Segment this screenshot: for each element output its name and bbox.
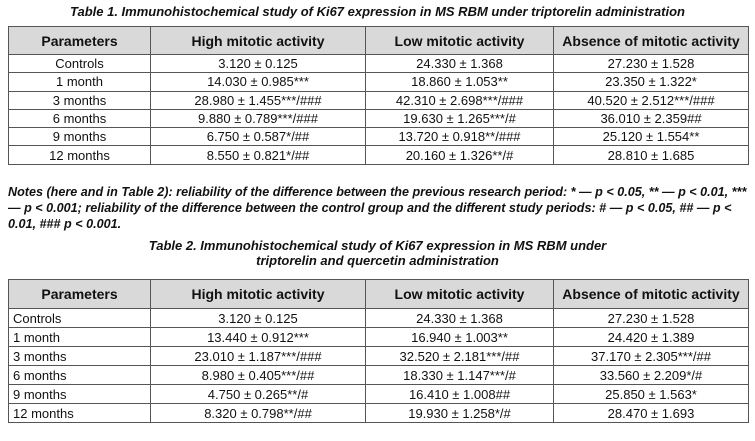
header-cell: Parameters <box>8 26 151 55</box>
table-cell: 25.120 ± 1.554** <box>553 127 749 147</box>
table-cell: 14.030 ± 0.985*** <box>150 72 366 92</box>
header-cell: Low mitotic activity <box>365 26 554 55</box>
table-row: 12 months 8.550 ± 0.821*/## 20.160 ± 1.326… <box>8 145 749 165</box>
table-cell: 24.420 ± 1.389 <box>553 327 749 347</box>
table-cell: 20.160 ± 1.326**/# <box>365 145 554 165</box>
header-row: Parameters High mitotic activity Low mitot… <box>8 279 749 309</box>
table-row: Controls 3.120 ± 0.125 24.330 ± 1.368 27.23… <box>8 53 749 74</box>
table-cell: 19.930 ± 1.258*/# <box>365 403 554 423</box>
table-row: 3 months 23.010 ± 1.187***/### 32.520 ± 2.… <box>8 346 749 366</box>
header-cell: Parameters <box>8 279 151 309</box>
table-cell: 18.860 ± 1.053** <box>365 72 554 92</box>
table-cell: 8.980 ± 0.405***/## <box>150 365 366 385</box>
table-cell: 24.330 ± 1.368 <box>365 53 554 74</box>
table-title: Table 1. Immunohistochemical study of Ki… <box>70 4 685 19</box>
table-row: Controls 3.120 ± 0.125 24.330 ± 1.368 27.23… <box>8 308 749 328</box>
table: Parameters High mitotic activity Low mitot… <box>8 26 749 165</box>
row-label: 6 months <box>8 365 151 385</box>
notes: Notes (here and in Table 2): reliability… <box>8 185 747 231</box>
table-cell: 3.120 ± 0.125 <box>150 308 366 328</box>
table-row: 3 months 28.980 ± 1.455***/### 42.310 ± 2.… <box>8 90 749 110</box>
row-label: Controls <box>8 308 151 328</box>
row-label: 1 month <box>8 72 151 92</box>
table-row: 1 month 14.030 ± 0.985*** 18.860 ± 1.053**… <box>8 72 749 92</box>
table-cell: 27.230 ± 1.528 <box>553 53 749 74</box>
header-cell: High mitotic activity <box>150 279 366 309</box>
header-cell: Low mitotic activity <box>365 279 554 309</box>
table-cell: 42.310 ± 2.698***/### <box>365 90 554 110</box>
table-cell: 13.720 ± 0.918**/### <box>365 127 554 147</box>
table-cell: 13.440 ± 0.912*** <box>150 327 366 347</box>
table-cell: 3.120 ± 0.125 <box>150 53 366 74</box>
table-cell: 27.230 ± 1.528 <box>553 308 749 328</box>
header-cell: Absence of mitotic activity <box>553 279 749 309</box>
table-cell: 36.010 ± 2.359## <box>553 108 749 129</box>
table-cell: 16.410 ± 1.008## <box>365 384 554 404</box>
table-cell: 37.170 ± 2.305***/## <box>553 346 749 366</box>
row-label: 3 months <box>8 346 151 366</box>
table-cell: 4.750 ± 0.265**/# <box>150 384 366 404</box>
table-row: 6 months 9.880 ± 0.789***/### 19.630 ± 1.2… <box>8 108 749 129</box>
table-row: 6 months 8.980 ± 0.405***/## 18.330 ± 1.14… <box>8 365 749 385</box>
header-cell: High mitotic activity <box>150 26 366 55</box>
table-cell: 40.520 ± 2.512***/### <box>553 90 749 110</box>
table-row: 9 months 6.750 ± 0.587*/## 13.720 ± 0.918*… <box>8 127 749 147</box>
table-cell: 8.320 ± 0.798**/## <box>150 403 366 423</box>
table-cell: 6.750 ± 0.587*/## <box>150 127 366 147</box>
header-row: Parameters High mitotic activity Low mitot… <box>8 26 749 55</box>
row-label: Controls <box>8 53 151 74</box>
row-label: 3 months <box>8 90 151 110</box>
row-label: 6 months <box>8 108 151 129</box>
table-cell: 28.470 ± 1.693 <box>553 403 749 423</box>
row-label: 12 months <box>8 145 151 165</box>
table-cell: 16.940 ± 1.003** <box>365 327 554 347</box>
table-title: Table 2. Immunohistochemical study of Ki… <box>148 238 607 268</box>
table-cell: 28.980 ± 1.455***/### <box>150 90 366 110</box>
row-label: 9 months <box>8 127 151 147</box>
table-cell: 9.880 ± 0.789***/### <box>150 108 366 129</box>
row-label: 9 months <box>8 384 151 404</box>
table-row: 1 month 13.440 ± 0.912*** 16.940 ± 1.003**… <box>8 327 749 347</box>
table-cell: 19.630 ± 1.265***/# <box>365 108 554 129</box>
table-cell: 18.330 ± 1.147***/# <box>365 365 554 385</box>
table-cell: 33.560 ± 2.209*/# <box>553 365 749 385</box>
row-label: 12 months <box>8 403 151 423</box>
table-cell: 8.550 ± 0.821*/## <box>150 145 366 165</box>
table-cell: 32.520 ± 2.181***/## <box>365 346 554 366</box>
table-cell: 23.010 ± 1.187***/### <box>150 346 366 366</box>
table-cell: 25.850 ± 1.563* <box>553 384 749 404</box>
table-cell: 28.810 ± 1.685 <box>553 145 749 165</box>
table-cell: 23.350 ± 1.322* <box>553 72 749 92</box>
row-label: 1 month <box>8 327 151 347</box>
table-row: 9 months 4.750 ± 0.265**/# 16.410 ± 1.008#… <box>8 384 749 404</box>
table: Parameters High mitotic activity Low mitot… <box>8 279 749 423</box>
table-cell: 24.330 ± 1.368 <box>365 308 554 328</box>
header-cell: Absence of mitotic activity <box>553 26 749 55</box>
table-row: 12 months 8.320 ± 0.798**/## 19.930 ± 1.25… <box>8 403 749 423</box>
